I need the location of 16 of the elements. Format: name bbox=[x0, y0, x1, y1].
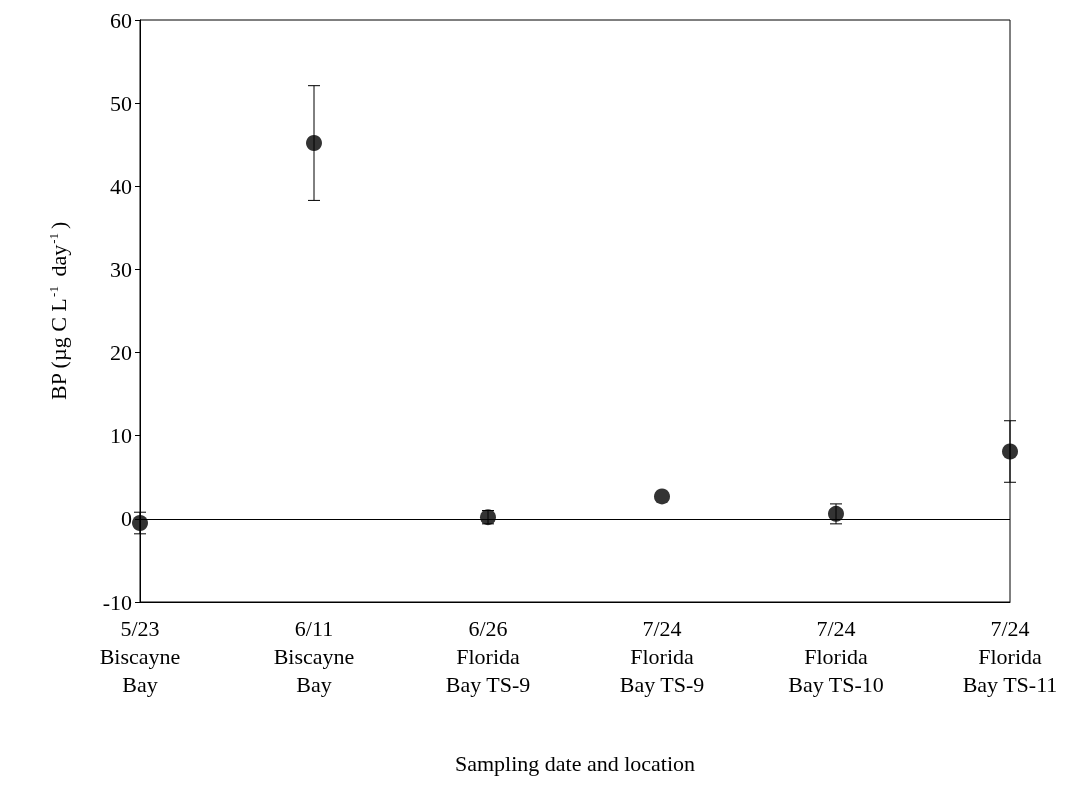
y-tick-label: 20 bbox=[110, 340, 132, 366]
y-tick-label: 40 bbox=[110, 173, 132, 199]
y-tick-label: 10 bbox=[110, 423, 132, 449]
x-tick-label: 6/26 Florida Bay TS-9 bbox=[445, 615, 531, 697]
y-axis-title: BP (µg C L-1 day-1) bbox=[46, 221, 71, 400]
x-tick-label: 7/24 Florida Bay TS-10 bbox=[788, 615, 884, 697]
y-tick-label: 30 bbox=[110, 256, 132, 282]
x-tick-label: 5/23 Biscayne Bay bbox=[99, 615, 181, 697]
x-tick-label: 7/24 Florida Bay TS-11 bbox=[962, 615, 1058, 697]
x-tick-label: 7/24 Florida Bay TS-9 bbox=[619, 615, 705, 697]
y-tick-label: 50 bbox=[110, 90, 132, 116]
x-axis-title: Sampling date and location bbox=[454, 750, 696, 776]
y-tick-label: 0 bbox=[121, 506, 132, 532]
y-tick-label: -10 bbox=[102, 589, 132, 615]
y-tick-label: 60 bbox=[110, 7, 132, 33]
x-tick-label: 6/11 Biscayne Bay bbox=[273, 615, 355, 697]
